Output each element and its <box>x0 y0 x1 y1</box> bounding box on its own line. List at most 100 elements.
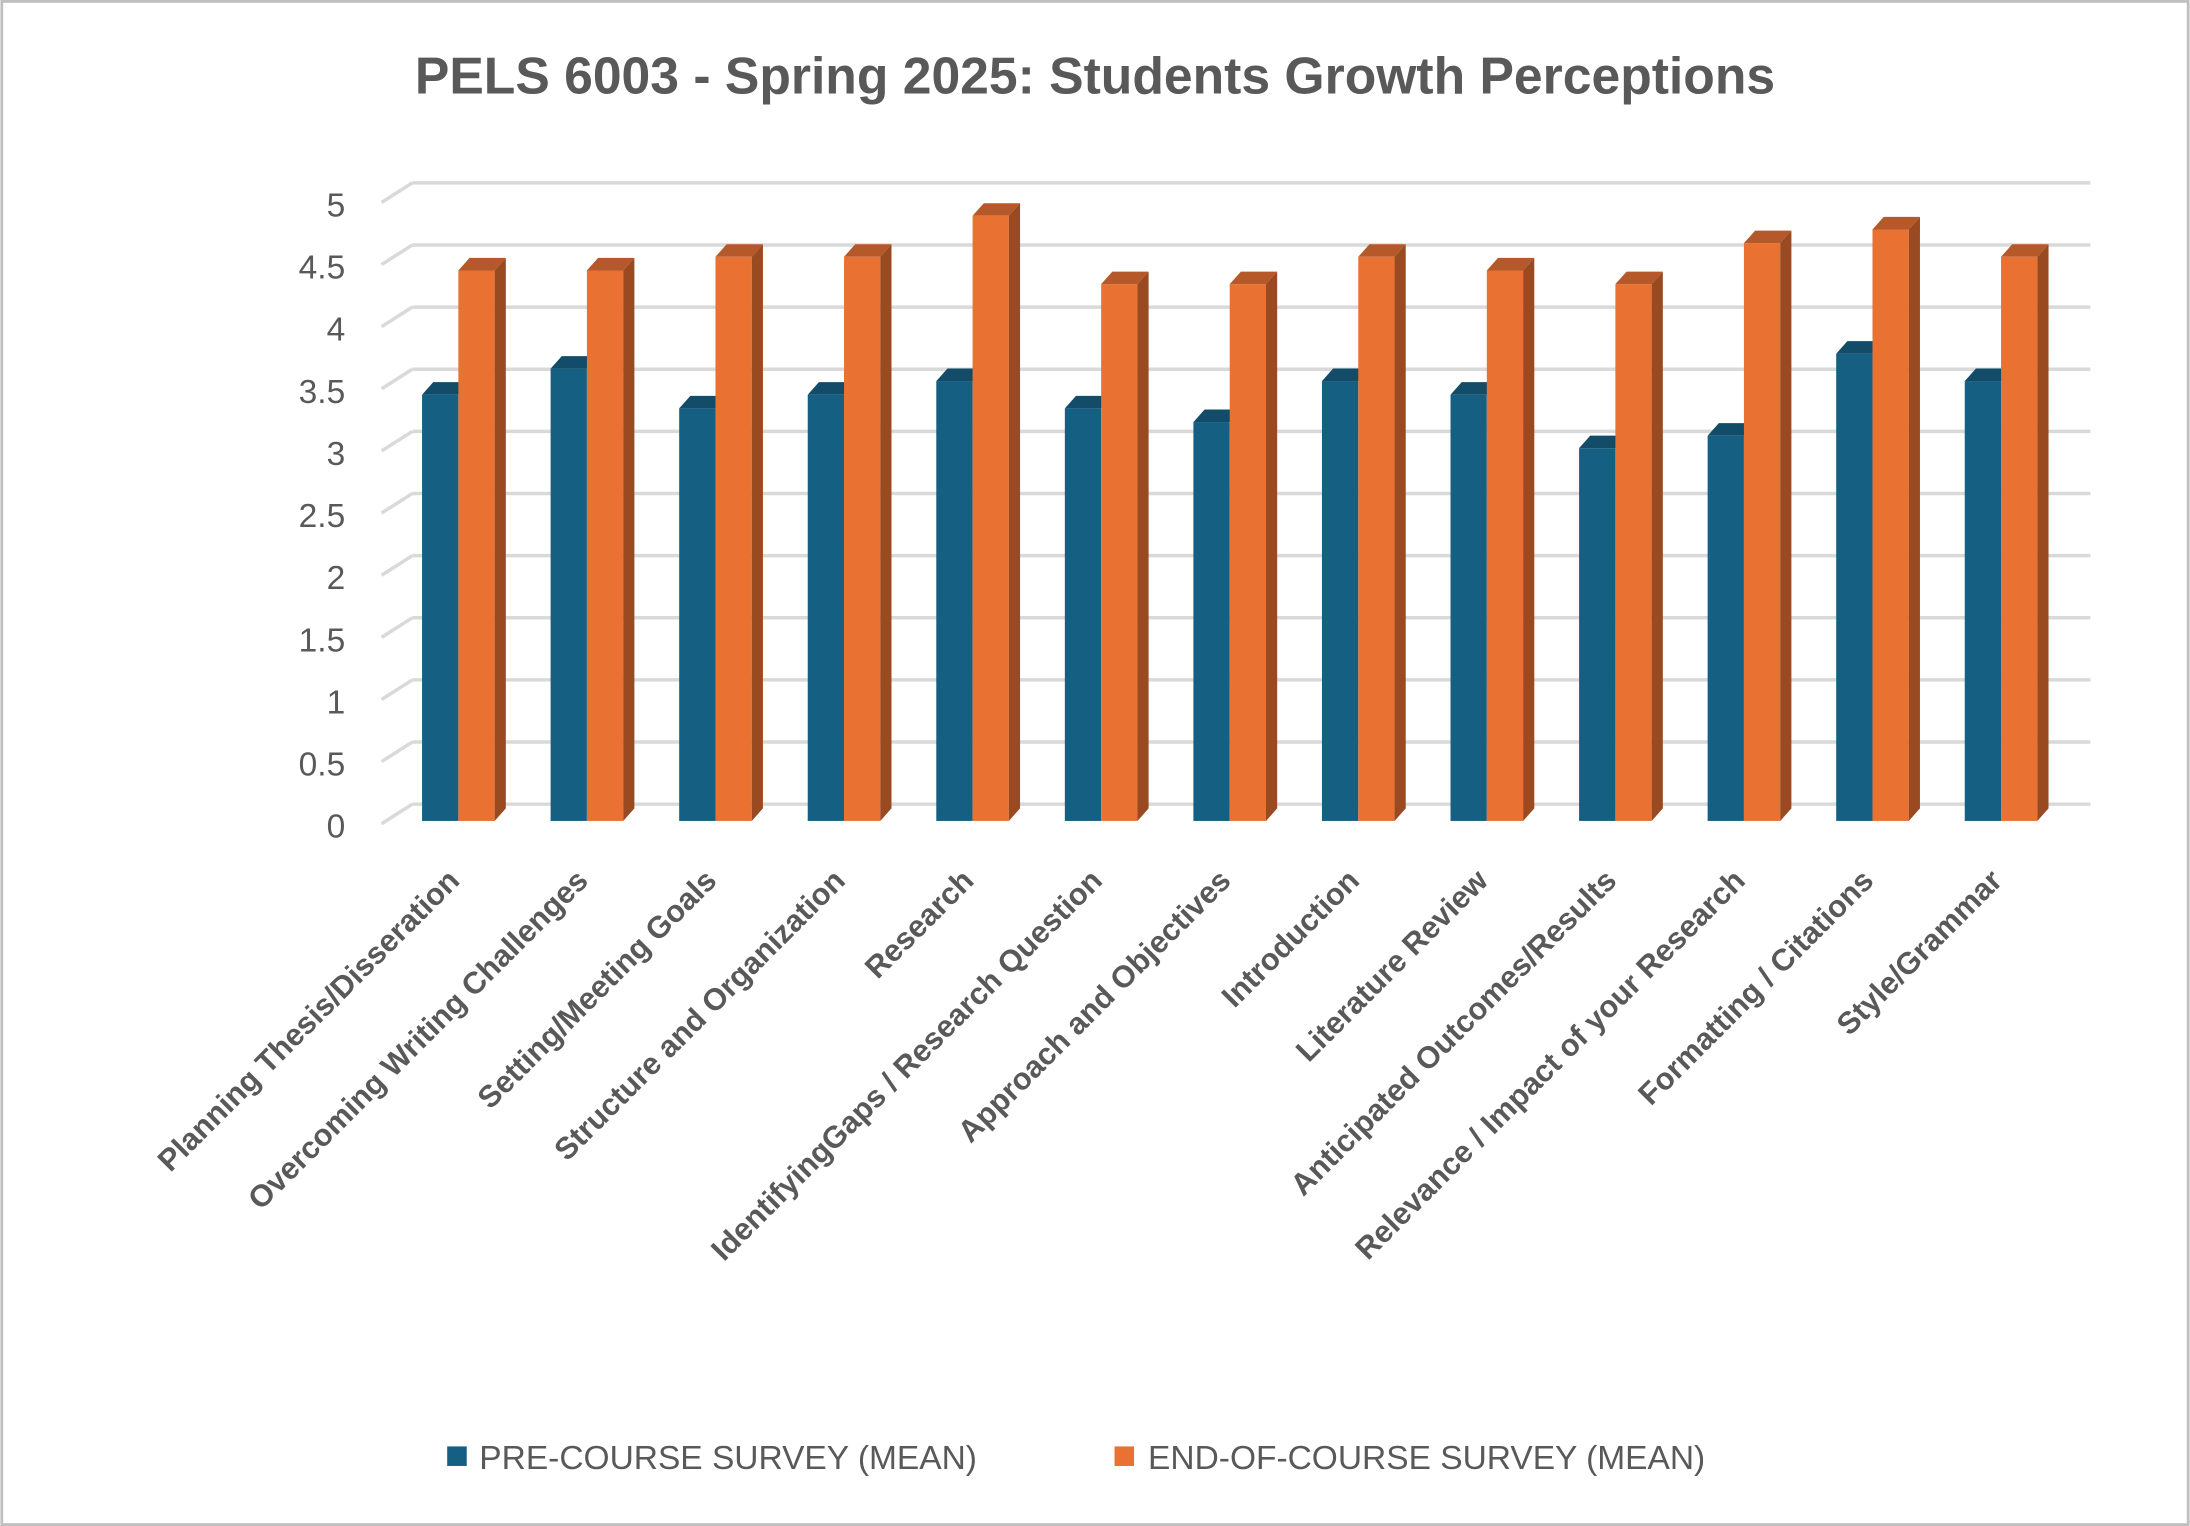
gridline-diagonal <box>380 554 414 577</box>
bar-front <box>1486 270 1524 821</box>
legend-swatch-end <box>1114 1446 1135 1466</box>
bar-end <box>972 203 1021 821</box>
y-tick-label: 0.5 <box>299 747 346 784</box>
bar-front <box>1707 435 1744 821</box>
bar-end <box>1615 271 1663 821</box>
bar-end <box>1358 244 1406 821</box>
gridline-diagonal <box>380 492 414 515</box>
bar-side <box>2037 244 2049 821</box>
bar-top <box>1358 244 1406 257</box>
y-tick-label: 3.5 <box>299 374 346 411</box>
bar-side <box>1780 230 1792 821</box>
bar-front <box>936 381 973 821</box>
bar-top <box>1707 423 1756 436</box>
y-tick-label: 2 <box>327 560 346 597</box>
bar-front <box>679 408 716 821</box>
y-tick-label: 1.5 <box>299 622 346 659</box>
bar-end <box>1486 257 1535 821</box>
bar-side <box>880 244 892 821</box>
bar-top <box>1964 368 2013 382</box>
gridline-diagonal <box>380 678 414 701</box>
bar-top <box>2001 244 2049 257</box>
bar-pre <box>807 382 856 821</box>
bar-top <box>1101 271 1149 285</box>
bar-side <box>1394 244 1406 821</box>
chart-title: PELS 6003 - Spring 2025: Students Growth… <box>415 47 1775 105</box>
bar-end <box>586 257 635 821</box>
bar-side <box>1137 271 1149 821</box>
bar-pre <box>1321 368 1370 821</box>
y-tick-label: 1 <box>327 684 346 721</box>
bar-top <box>1836 341 1884 354</box>
bar-top <box>1064 395 1113 409</box>
bar-top <box>1743 230 1792 244</box>
bar-side <box>1266 271 1278 821</box>
bar-pre <box>679 395 727 821</box>
bar-side <box>494 257 506 821</box>
bar-front <box>1836 353 1873 821</box>
bar-pre <box>422 382 470 821</box>
bar-top <box>1193 409 1241 423</box>
bar-front <box>1101 284 1138 821</box>
bar-front <box>458 270 495 821</box>
legend-label-end: END-OF-COURSE SURVEY (MEAN) <box>1148 1440 1705 1477</box>
bar-front <box>1579 448 1616 821</box>
bar-top <box>1321 368 1370 382</box>
bar-top <box>807 382 856 395</box>
bar-front <box>1964 381 2002 821</box>
bar-side <box>1908 216 1920 821</box>
bar-front <box>586 270 624 821</box>
gridline-diagonal <box>380 181 414 204</box>
gridline-diagonal <box>380 802 414 826</box>
bar-pre <box>936 368 984 821</box>
bar-pre <box>1064 395 1113 821</box>
bar-end <box>844 244 892 821</box>
legend: PRE-COURSE SURVEY (MEAN) END-OF-COURSE S… <box>447 1440 1705 1477</box>
bar-pre <box>1193 409 1241 821</box>
bar-end <box>1872 216 1920 821</box>
bar-top <box>550 356 599 369</box>
y-tick-label: 2.5 <box>299 498 346 535</box>
legend-swatch-pre <box>447 1446 467 1466</box>
bar-side <box>1523 257 1535 821</box>
bar-front <box>2001 256 2038 821</box>
y-tick-label: 0 <box>327 809 346 846</box>
bar-end <box>458 257 506 821</box>
bar-pre <box>1579 435 1627 821</box>
bar-side <box>751 244 763 821</box>
bar-pre <box>1836 341 1884 821</box>
bar-side <box>1651 271 1663 821</box>
y-tick-label: 4.5 <box>299 250 346 287</box>
y-tick-label: 3 <box>327 436 346 473</box>
legend-label-pre: PRE-COURSE SURVEY (MEAN) <box>479 1440 977 1477</box>
gridline-diagonal <box>380 429 414 453</box>
y-tick-label: 4 <box>327 312 346 349</box>
bar-front <box>422 394 459 821</box>
bar-top <box>715 244 763 257</box>
gridline-diagonal <box>380 367 414 391</box>
bar-front <box>550 368 587 821</box>
bar-front <box>1743 243 1781 821</box>
bar-top <box>586 257 635 271</box>
bar-top <box>1229 271 1278 285</box>
bar-end <box>1229 271 1278 821</box>
bar-front <box>1358 256 1395 821</box>
bar-front <box>1064 408 1102 821</box>
bar-top <box>1450 382 1498 395</box>
bar-top <box>1615 271 1663 285</box>
bar-top <box>1486 257 1535 271</box>
bar-pre <box>1964 368 2013 821</box>
bars <box>422 203 2049 821</box>
bar-side <box>623 257 635 821</box>
bar-front <box>807 394 845 821</box>
bar-pre <box>1450 382 1498 821</box>
bar-front <box>715 256 752 821</box>
bar-front <box>1450 394 1487 821</box>
y-axis-ticks: 0 0.5 1 1.5 2 2.5 3 3.5 4 4.5 5 <box>299 187 346 845</box>
bar-pre <box>550 356 599 821</box>
bar-top <box>1872 216 1920 230</box>
bar-top <box>844 244 892 257</box>
bar-front <box>844 256 881 821</box>
y-tick-label: 5 <box>327 187 346 224</box>
